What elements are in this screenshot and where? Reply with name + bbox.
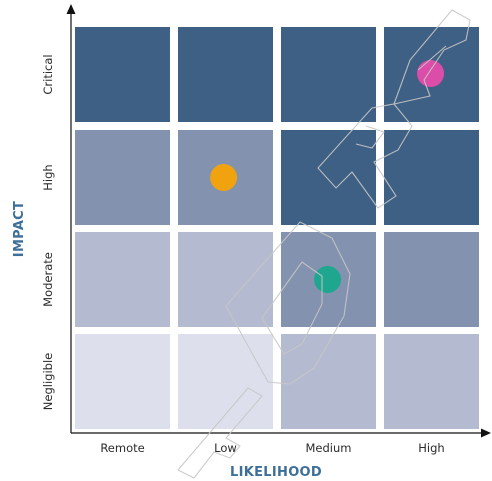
matrix-cell-high-remote (75, 130, 170, 225)
risk-point-critical-high (417, 60, 445, 88)
matrix-cell-moderate-high (384, 232, 479, 327)
x-tick-low: Low (214, 441, 237, 455)
risk-point-high-low (210, 164, 238, 191)
matrix-cell-negligible-remote (75, 334, 170, 429)
matrix-cell-high-medium (281, 130, 376, 225)
x-tick-remote: Remote (100, 441, 144, 455)
matrix-cell-high-high (384, 130, 479, 225)
matrix-cell-critical-low (178, 27, 273, 122)
x-tick-high: High (418, 441, 444, 455)
x-tick-labels: Remote Low Medium High (100, 441, 444, 455)
matrix-cell-negligible-high (384, 334, 479, 429)
matrix-cell-critical-remote (75, 27, 170, 122)
risk-point-moderate-medium (314, 266, 342, 293)
matrix-cell-moderate-low (178, 232, 273, 327)
y-tick-critical: Critical (41, 54, 55, 94)
matrix-cells (75, 27, 479, 429)
x-axis-arrow (481, 428, 491, 438)
x-tick-medium: Medium (306, 441, 352, 455)
matrix-cell-moderate-remote (75, 232, 170, 327)
matrix-cell-negligible-low (178, 334, 273, 429)
matrix-cell-critical-medium (281, 27, 376, 122)
y-axis-title: IMPACT (12, 201, 27, 257)
draft-watermark (177, 9, 471, 479)
y-tick-labels: Negligible Moderate High Critical (41, 54, 55, 410)
y-axis-arrow (66, 4, 76, 14)
y-tick-high: High (41, 164, 55, 190)
y-tick-moderate: Moderate (41, 252, 55, 307)
x-axis-title: LIKELIHOOD (230, 465, 322, 480)
y-tick-negligible: Negligible (41, 353, 55, 410)
matrix-cell-negligible-medium (281, 334, 376, 429)
